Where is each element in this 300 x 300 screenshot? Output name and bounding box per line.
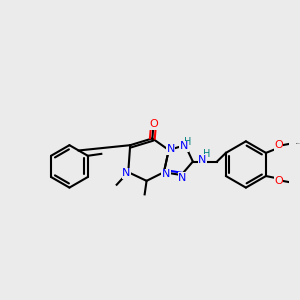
Text: methoxy: methoxy <box>296 142 300 144</box>
Text: N: N <box>167 144 175 154</box>
Text: H: H <box>184 137 192 147</box>
Text: O: O <box>274 176 283 186</box>
Text: N: N <box>198 154 207 165</box>
Text: O: O <box>149 119 158 129</box>
Text: H: H <box>203 149 210 159</box>
Text: N: N <box>162 169 170 179</box>
Text: N: N <box>122 168 130 178</box>
Text: N: N <box>180 141 188 151</box>
Text: O: O <box>274 140 283 150</box>
Text: N: N <box>178 173 186 183</box>
